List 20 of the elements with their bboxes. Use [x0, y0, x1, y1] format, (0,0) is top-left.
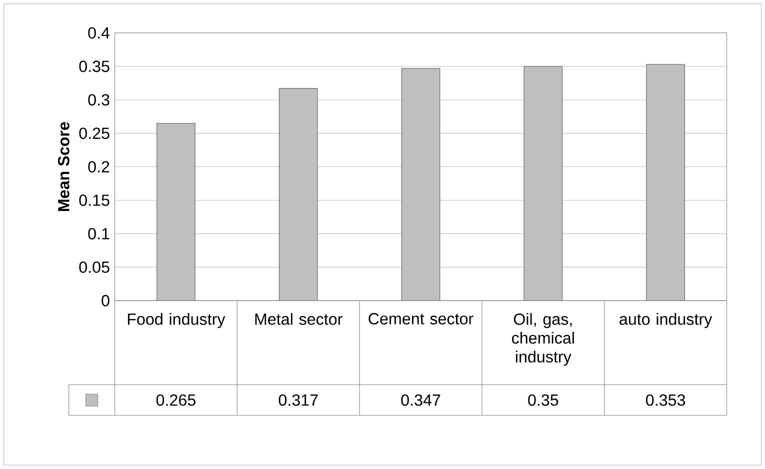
y-tick-label: 0: [102, 294, 110, 306]
y-tick-label: 0.15: [79, 194, 110, 206]
data-label: 0.35: [528, 394, 558, 406]
y-axis-title: Mean Score: [58, 122, 70, 212]
x-tick-label: Cement sector: [368, 313, 474, 324]
y-tick-label: 0.1: [88, 228, 110, 240]
data-label: 0.317: [278, 394, 318, 406]
x-tick-label: auto industry: [620, 313, 712, 328]
x-tick-label: Food industry: [128, 313, 226, 328]
y-tick-label: 0.25: [79, 128, 110, 140]
y-tick-label: 0.05: [79, 262, 110, 273]
y-tick-label: 0.35: [79, 60, 110, 72]
y-tick-label: 0.2: [88, 161, 110, 172]
x-tick-label: Metal sector: [255, 313, 342, 325]
data-label: 0.347: [401, 394, 440, 406]
data-label: 0.265: [156, 394, 196, 406]
x-tick-label: Oil, gas, chemical industry: [512, 313, 574, 366]
y-tick-label: 0.3: [88, 94, 110, 106]
data-label: 0.353: [646, 394, 686, 406]
y-tick-label: 0.4: [88, 27, 110, 39]
